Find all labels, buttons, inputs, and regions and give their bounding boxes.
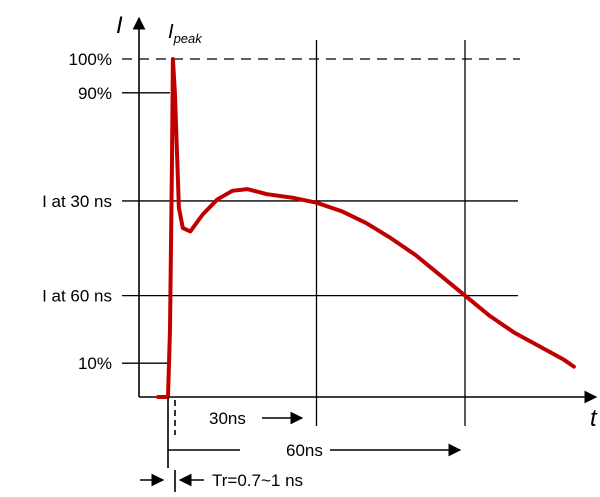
y-tick-label-1: 90%	[78, 84, 112, 103]
y-tick-labels: 100% 90% I at 30 ns I at 60 ns 10%	[42, 50, 112, 373]
y-tick-label-4: 10%	[78, 354, 112, 373]
peak-label: Ipeak	[168, 21, 203, 46]
y-tick-label-0: 100%	[69, 50, 112, 69]
t60-label: 60ns	[286, 441, 323, 460]
y-axis-title: I	[116, 12, 123, 39]
current-pulse-curve	[156, 57, 576, 399]
y-tick-label-3: I at 60 ns	[42, 287, 112, 306]
y-tick-label-2: I at 30 ns	[42, 192, 112, 211]
peak-label-main: I	[168, 21, 174, 43]
rise-time-label: Tr=0.7~1 ns	[212, 471, 303, 490]
measurement-annotations: 30ns 60ns Tr=0.7~1 ns	[140, 397, 462, 492]
t30-label: 30ns	[209, 409, 246, 428]
grid-lines	[122, 40, 520, 426]
x-axis-title: t	[590, 405, 598, 432]
peak-label-sub: peak	[173, 31, 204, 46]
